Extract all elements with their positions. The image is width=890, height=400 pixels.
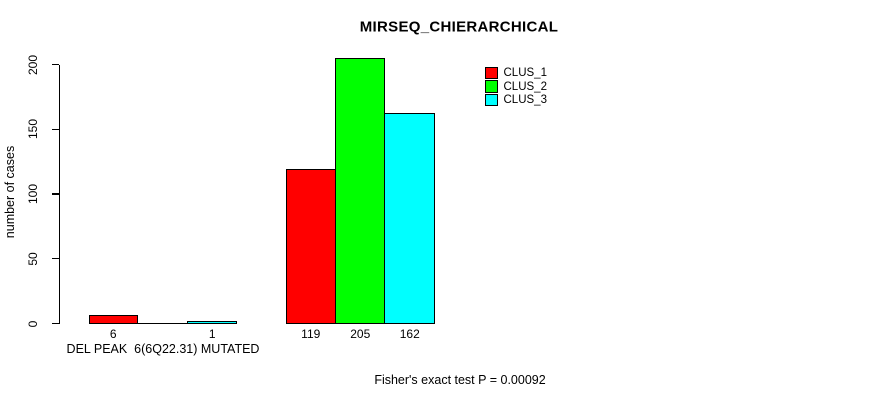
y-tick-mark: [52, 128, 59, 130]
y-tick-mark: [52, 322, 59, 325]
fisher-test-annotation: Fisher's exact test P = 0.00092: [374, 373, 546, 387]
legend-label-clus-2: CLUS_2: [503, 80, 547, 93]
y-tick-mark: [52, 193, 59, 195]
y-tick-label: 200: [26, 54, 40, 75]
bar: [286, 168, 336, 324]
bar-value-label: 6: [109, 327, 117, 341]
y-tick-mark: [52, 258, 59, 260]
y-tick-label: 150: [26, 119, 40, 140]
y-axis-line: [59, 64, 61, 324]
bar: [88, 315, 138, 324]
legend-label-clus-1: CLUS_1: [503, 66, 547, 79]
bar: [384, 113, 435, 324]
bar-value-label: 162: [399, 327, 420, 341]
legend-label-clus-3: CLUS_3: [503, 94, 547, 107]
legend-item-clus-1: CLUS_1: [485, 66, 547, 80]
bar: [334, 57, 385, 324]
y-tick-label: 100: [26, 183, 40, 205]
y-axis-label: number of cases: [3, 145, 17, 239]
legend-item-clus-2: CLUS_2: [485, 80, 547, 94]
y-tick-label: 50: [26, 252, 40, 266]
chart-title: MIRSEQ_CHIERARCHICAL: [359, 18, 559, 36]
legend-swatch-clus-2: [485, 80, 498, 93]
legend-item-clus-3: CLUS_3: [485, 93, 547, 107]
bar-value-label: 119: [301, 327, 321, 341]
bar: [186, 321, 237, 324]
bar: [137, 323, 188, 325]
legend-swatch-clus-3: [485, 93, 498, 107]
legend: CLUS_1 CLUS_2 CLUS_3: [485, 66, 547, 107]
y-tick-mark: [52, 63, 59, 66]
bar-value-label: 205: [350, 327, 371, 341]
y-tick-label: 0: [26, 320, 40, 327]
bar-value-label: 1: [208, 327, 216, 341]
legend-swatch-clus-1: [485, 66, 498, 80]
x-axis-group-label: DEL PEAK 6(6Q22.31) MUTATED: [66, 342, 260, 356]
